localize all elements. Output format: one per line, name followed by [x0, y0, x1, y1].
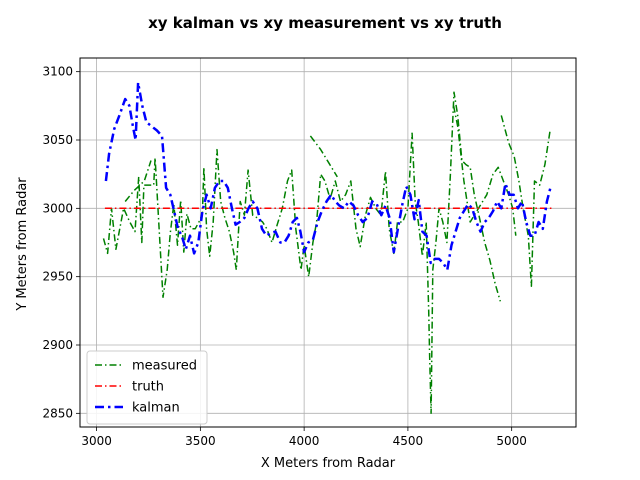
legend-label-kalman: kalman	[132, 401, 180, 416]
y-tick-label: 3100	[42, 65, 73, 79]
axis-ticks: 3000 3500 4000 4500 5000 2850 2900 2950 3000 3050…	[42, 65, 526, 448]
y-tick-label: 3050	[42, 133, 73, 147]
measured-series-line	[102, 91, 502, 415]
legend-label-measured: measured	[132, 359, 197, 374]
y-tick-label: 2900	[42, 338, 73, 352]
chart-title: xy kalman vs xy measurement vs xy truth	[148, 14, 502, 32]
legend-label-truth: truth	[132, 380, 164, 395]
measured-series-line	[452, 105, 517, 236]
kalman-series-line	[104, 81, 553, 272]
x-tick-label: 4000	[289, 434, 320, 448]
measured-series-line	[309, 135, 338, 178]
plot-frame	[79, 57, 577, 428]
legend: measured truth kalman	[86, 350, 208, 425]
y-tick-label: 2950	[42, 270, 73, 284]
x-tick-label: 5000	[496, 434, 527, 448]
x-axis-label: X Meters from Radar	[261, 456, 396, 471]
y-tick-label: 2850	[42, 406, 73, 420]
y-tick-label: 3000	[42, 201, 73, 215]
plot-area	[102, 81, 553, 415]
y-axis-label: Y Meters from Radar	[15, 177, 30, 312]
measured-series-line	[500, 115, 551, 287]
measured-series-line	[124, 160, 152, 202]
x-tick-label: 3000	[81, 434, 112, 448]
x-tick-label: 4500	[393, 434, 424, 448]
x-tick-label: 3500	[185, 434, 216, 448]
